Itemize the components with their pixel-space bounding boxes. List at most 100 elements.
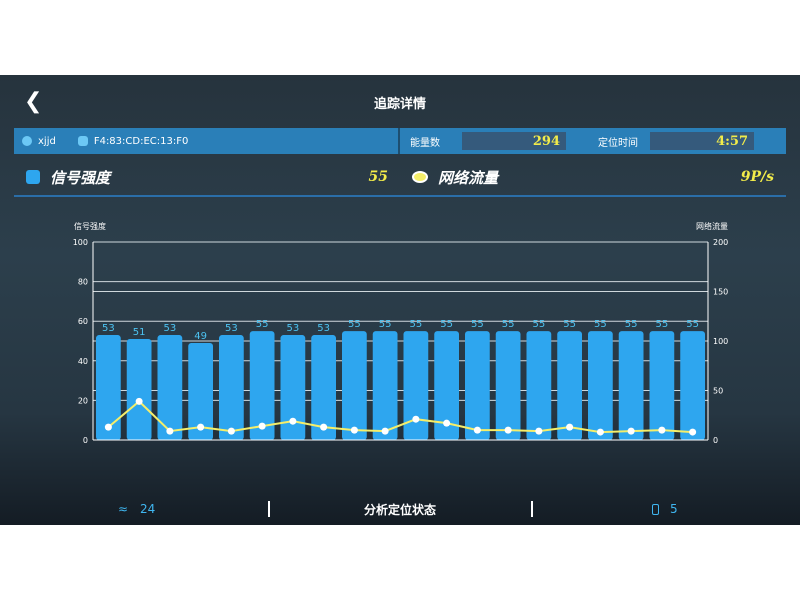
bar-data-label: 55 — [533, 319, 546, 330]
energy-label: 能量数 — [410, 137, 440, 149]
bar-data-label: 55 — [563, 319, 576, 330]
line-point — [443, 419, 451, 427]
bar-data-label: 51 — [133, 327, 146, 338]
card-icon — [77, 136, 88, 146]
bar — [311, 335, 336, 440]
bar-data-label: 49 — [194, 331, 207, 342]
bar — [588, 331, 613, 440]
bar-data-label: 55 — [502, 319, 515, 330]
bar-data-label: 55 — [256, 319, 269, 330]
line-point — [258, 422, 266, 430]
signal-label: 信号强度 — [50, 168, 111, 187]
line-point — [197, 423, 205, 431]
y2-tick-label: 150 — [713, 288, 728, 297]
bar-legend-icon — [26, 170, 40, 184]
bar — [372, 331, 398, 440]
y-tick-label: 60 — [78, 317, 88, 326]
line-point — [689, 428, 697, 436]
globe-icon — [22, 136, 32, 146]
bar-data-label: 55 — [410, 319, 423, 330]
bar — [526, 331, 552, 440]
line-series — [107, 400, 693, 434]
y2-axis-label: 网络流量 — [696, 221, 728, 231]
bar-data-label: 53 — [317, 323, 330, 334]
y-tick-label: 20 — [78, 396, 88, 405]
line-point — [381, 427, 389, 435]
line-point — [504, 426, 512, 434]
bar — [557, 331, 582, 440]
bar — [280, 335, 306, 440]
line-point — [289, 417, 297, 425]
line-point — [166, 427, 174, 435]
bar-data-label: 53 — [287, 323, 300, 334]
y2-tick-label: 50 — [713, 387, 723, 396]
bar-data-label: 55 — [471, 319, 484, 330]
bar — [618, 331, 644, 440]
bar — [249, 331, 275, 440]
bar-data-label: 53 — [102, 323, 115, 334]
bar — [96, 335, 121, 440]
line-point — [104, 423, 112, 431]
mac-address: F4:83:CD:EC:13:F0 — [93, 135, 189, 147]
legend: 信号强度 55 网络流量 9P/s — [14, 159, 786, 197]
bar — [434, 331, 459, 440]
device-count: 5 — [670, 502, 678, 516]
wifi-count: 24 — [140, 502, 156, 516]
line-point — [473, 426, 481, 434]
line-point — [535, 427, 543, 435]
bar — [680, 331, 705, 440]
analysis-status-button[interactable]: 分析定位状态 — [363, 502, 436, 517]
bar-data-label: 55 — [594, 319, 607, 330]
bar-data-label: 53 — [164, 323, 177, 334]
divider — [531, 501, 533, 517]
y-tick-label: 40 — [78, 357, 88, 366]
bar-data-label: 55 — [348, 319, 361, 330]
bar-data-label: 55 — [379, 319, 392, 330]
line-point — [596, 428, 604, 436]
line-point — [627, 427, 635, 435]
bar — [465, 331, 490, 440]
time-label: 定位时间 — [598, 137, 638, 149]
bar — [219, 335, 244, 440]
time-value: 4:57 — [650, 132, 754, 150]
energy-value: 294 — [462, 132, 566, 150]
y-tick-label: 80 — [78, 278, 88, 287]
signal-value: 55 — [368, 169, 388, 185]
bar — [157, 335, 183, 440]
back-button[interactable]: ❮ — [24, 89, 43, 114]
y-axis-label: 信号强度 — [74, 221, 106, 231]
traffic-label: 网络流量 — [438, 168, 499, 187]
line-point — [412, 415, 420, 423]
y-tick-label: 100 — [73, 238, 88, 247]
y-tick-label: 0 — [83, 436, 88, 445]
line-legend-icon — [412, 171, 428, 183]
device-name: xjjd — [38, 135, 56, 147]
bar — [126, 339, 152, 440]
y2-tick-label: 0 — [713, 436, 718, 445]
line-point — [566, 423, 574, 431]
bar — [342, 331, 367, 440]
footer-bar: ≈ 24 分析定位状态 5 — [0, 493, 800, 525]
bar-data-label: 55 — [440, 319, 453, 330]
y2-tick-label: 200 — [713, 238, 728, 247]
bar-data-label: 55 — [686, 319, 699, 330]
bar-data-label: 53 — [225, 323, 238, 334]
chart: 信号强度 网络流量 0 20 40 60 80 100 0 50 100 150 200 53 51 53… — [73, 221, 729, 445]
bar-data-label: 55 — [625, 319, 638, 330]
bar — [188, 342, 213, 440]
info-bar: xjjd F4:83:CD:EC:13:F0 能量数 294 定位时间 4:57 — [14, 128, 786, 154]
line-point — [658, 426, 666, 434]
bar — [495, 331, 521, 440]
line-point — [320, 423, 328, 431]
bar-data-label: 55 — [656, 319, 669, 330]
y2-tick-label: 100 — [713, 337, 728, 346]
bar — [403, 331, 429, 440]
device-screen: ❮ 追踪详情 xjjd F4:83:CD:EC:13:F0 能量数 294 定位… — [0, 75, 800, 525]
wifi-icon: ≈ — [118, 502, 129, 516]
line-point — [135, 397, 143, 405]
phone-icon — [652, 503, 659, 515]
line-point — [350, 426, 358, 434]
line-point — [227, 427, 235, 435]
divider — [268, 501, 270, 517]
traffic-value: 9P/s — [740, 169, 774, 185]
